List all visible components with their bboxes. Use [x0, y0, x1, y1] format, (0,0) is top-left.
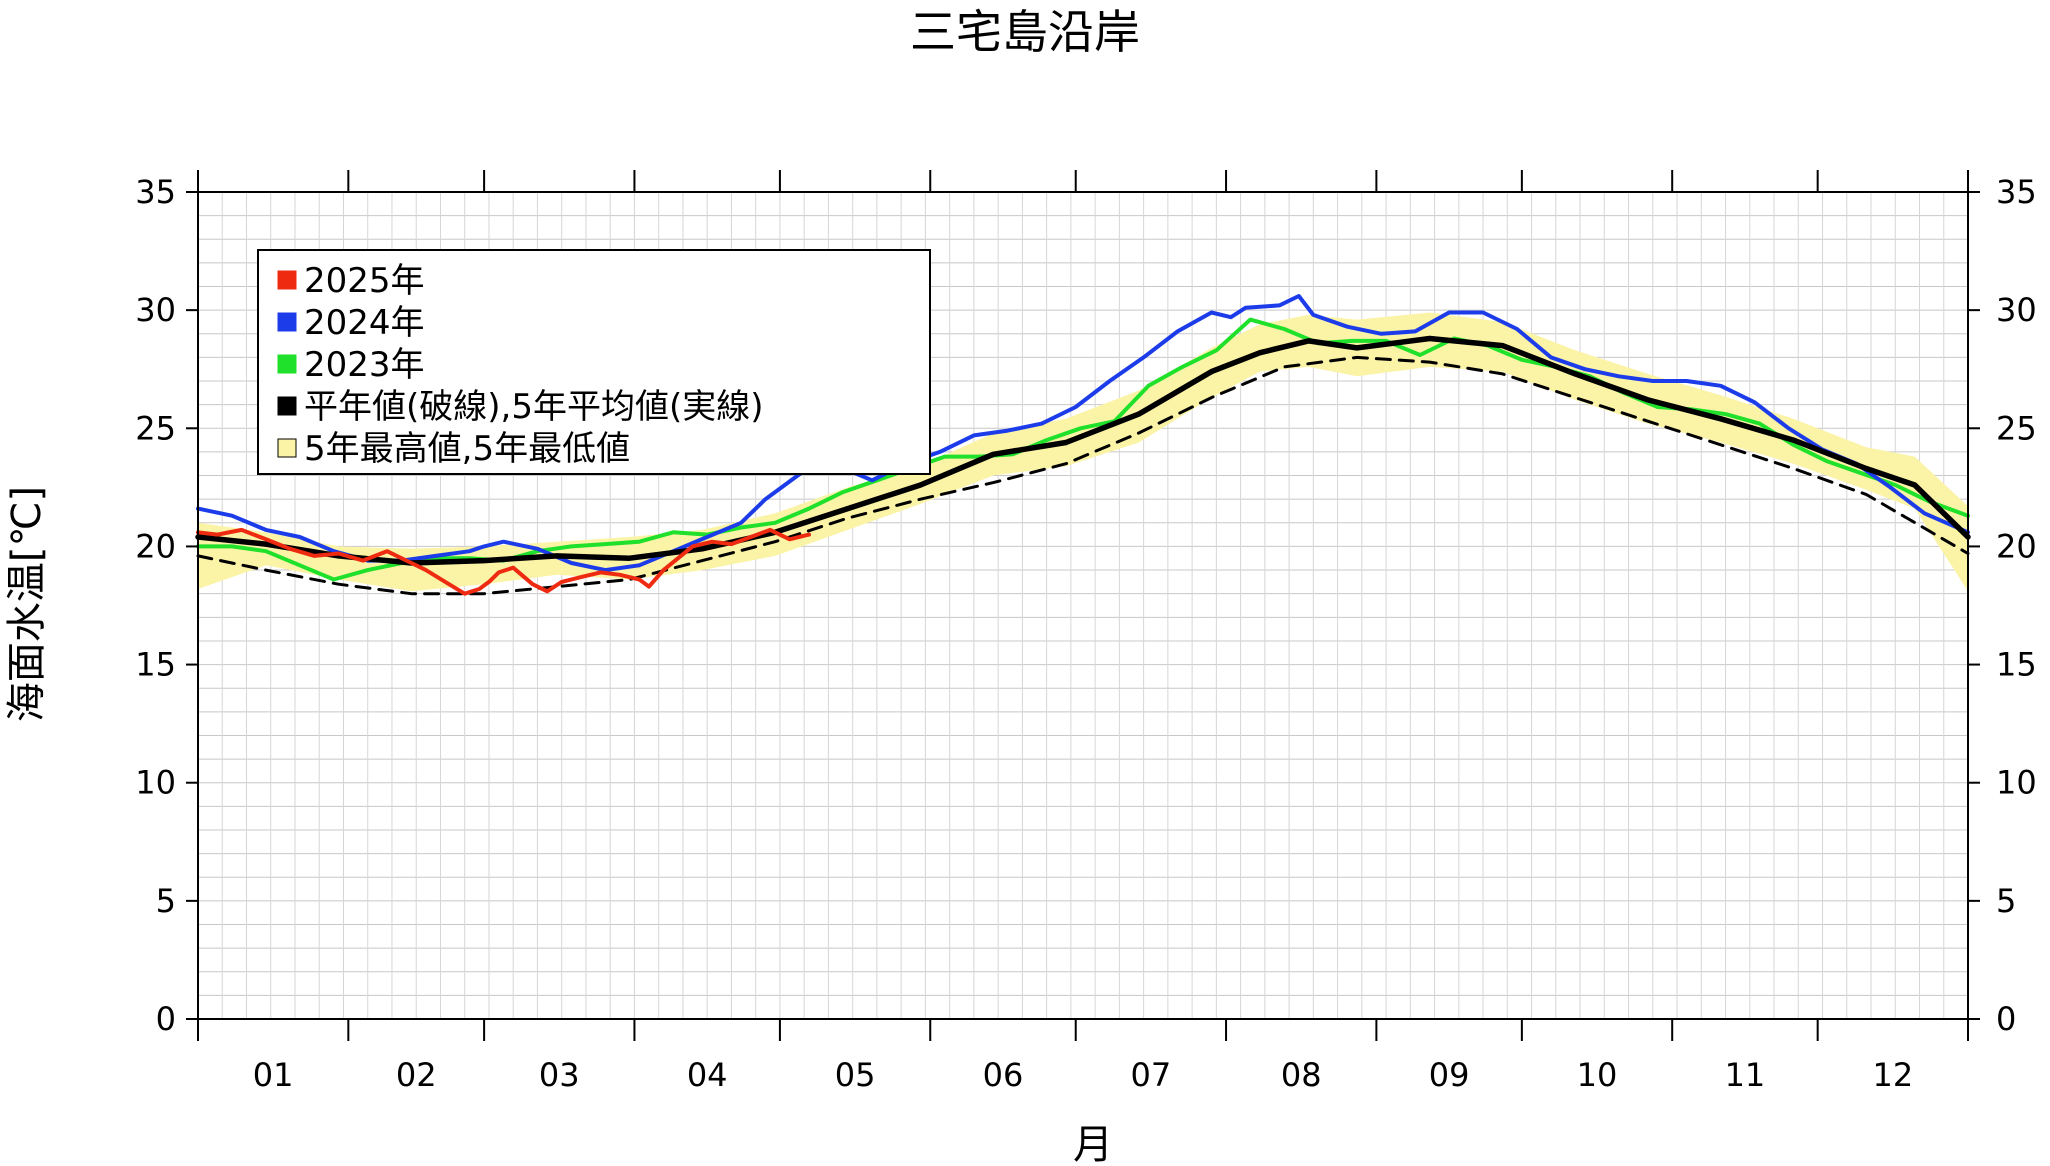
- series-line-2024年: [196, 294, 1970, 573]
- band-layer: [198, 312, 1968, 592]
- chart-title: 三宅島沿岸: [910, 5, 1140, 59]
- x-tick-label: 10: [1577, 1056, 1618, 1094]
- band-5yr-max-min: [198, 312, 1968, 592]
- legend-label: 平年値(破線),5年平均値(実線): [304, 387, 764, 427]
- x-axis-label: 月: [1073, 1122, 1113, 1166]
- legend-label: 2025年: [304, 261, 425, 301]
- y-tick-label-left: 30: [135, 291, 176, 329]
- y-tick-label-right: 10: [1996, 764, 2037, 802]
- y-tick-label-left: 5: [156, 882, 176, 920]
- x-tick-label: 08: [1281, 1056, 1322, 1094]
- y-tick-label-left: 25: [135, 409, 176, 447]
- y-tick-label-left: 20: [135, 527, 176, 565]
- y-tick-label-right: 25: [1996, 409, 2037, 447]
- series-layer: [195, 294, 1971, 596]
- series-line-平年値: [196, 355, 1970, 596]
- legend-swatch: [277, 354, 297, 374]
- x-tick-label: 09: [1429, 1056, 1470, 1094]
- legend-swatch: [277, 396, 297, 416]
- legend-label: 2024年: [304, 303, 425, 343]
- legend-swatch: [277, 312, 297, 332]
- x-tick-label: 06: [983, 1056, 1024, 1094]
- legend: 2025年2024年2023年平年値(破線),5年平均値(実線)5年最高値,5年…: [257, 249, 931, 475]
- x-tick-label: 11: [1725, 1056, 1766, 1094]
- y-tick-label-left: 35: [135, 173, 176, 211]
- legend-box: [257, 249, 931, 475]
- series-line-5年平均値: [195, 335, 1971, 566]
- y-tick-label-right: 5: [1996, 882, 2016, 920]
- y-tick-label-right: 20: [1996, 527, 2037, 565]
- x-tick-label: 12: [1872, 1056, 1913, 1094]
- x-tick-label: 05: [835, 1056, 876, 1094]
- legend-label: 2023年: [304, 345, 425, 385]
- y-tick-label-left: 15: [135, 646, 176, 684]
- y-axis-label: 海面水温[℃]: [4, 486, 50, 722]
- x-tick-label: 04: [687, 1056, 728, 1094]
- x-tick-label: 01: [253, 1056, 294, 1094]
- y-tick-label-left: 0: [156, 1000, 176, 1038]
- legend-label: 5年最高値,5年最低値: [304, 429, 630, 469]
- series-line-2025年: [196, 527, 811, 596]
- y-tick-label-right: 35: [1996, 173, 2037, 211]
- x-tick-label: 07: [1131, 1056, 1172, 1094]
- legend-swatch: [277, 270, 297, 290]
- plot-frame: [197, 191, 1969, 1020]
- y-tick-label-right: 0: [1996, 1000, 2016, 1038]
- y-tick-label-left: 10: [135, 764, 176, 802]
- y-tick-label-right: 15: [1996, 646, 2037, 684]
- x-tick-label: 02: [396, 1056, 437, 1094]
- x-tick-label: 03: [539, 1056, 580, 1094]
- legend-swatch: [277, 438, 297, 458]
- y-tick-label-right: 30: [1996, 291, 2037, 329]
- ticks-layer: [186, 170, 1980, 1041]
